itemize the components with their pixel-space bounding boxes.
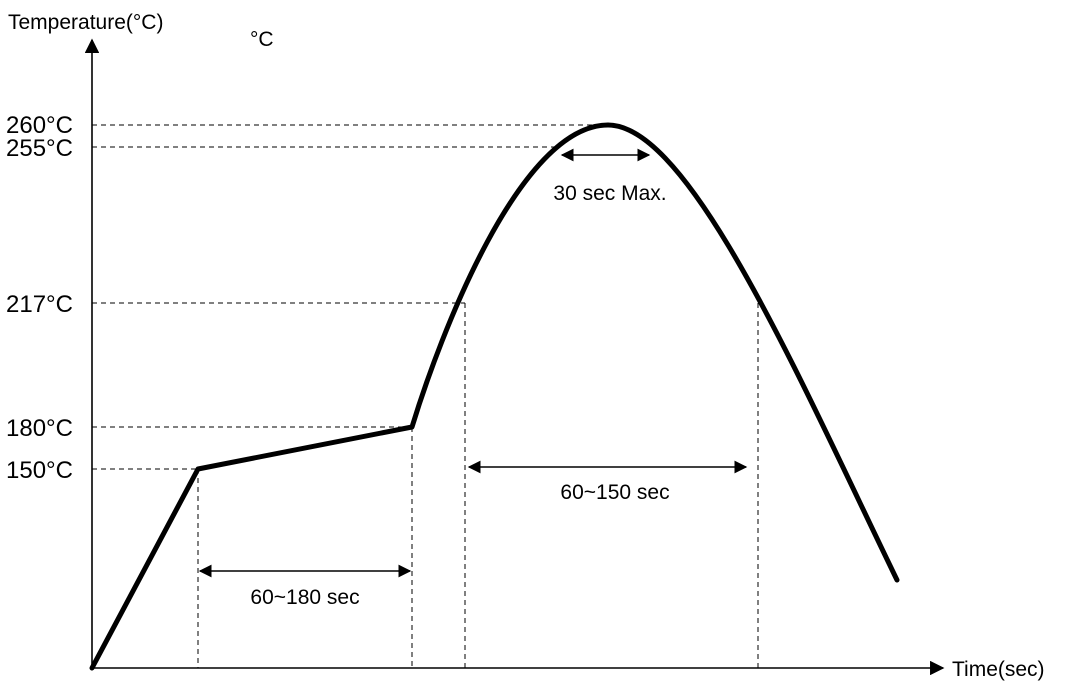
temp-255-label: 255°C <box>6 135 73 162</box>
x-axis-title: Time(sec) <box>952 658 1045 681</box>
reflow-profile-curve <box>89 122 900 671</box>
temp-260-label: 260°C <box>6 112 73 139</box>
interval-peak-label: 30 sec Max. <box>553 182 666 205</box>
y-axis-title: Temperature(°C) <box>8 11 163 34</box>
temp-180-label: 180°C <box>6 415 73 442</box>
y-axis-unit: °C <box>250 28 274 51</box>
vertical-guides <box>197 303 759 668</box>
interval-above-217-label: 60~150 sec <box>560 481 669 504</box>
temp-150-label: 150°C <box>6 457 73 484</box>
interval-preheat-label: 60~180 sec <box>250 586 359 609</box>
horizontal-guides <box>92 124 608 470</box>
temp-217-label: 217°C <box>6 291 73 318</box>
